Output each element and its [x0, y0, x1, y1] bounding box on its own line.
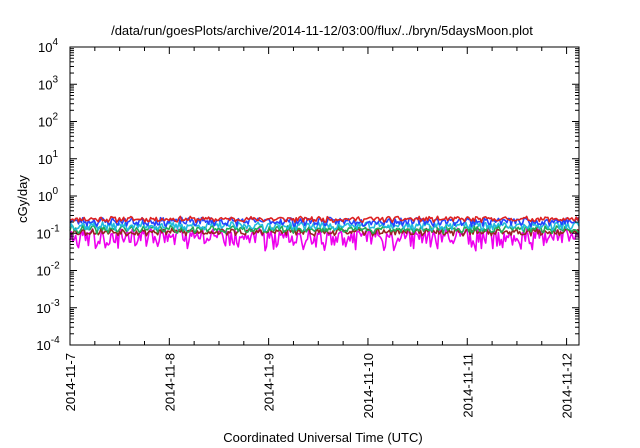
x-tick-label: 2014-11-9 [262, 353, 277, 411]
y-tick-label: 10-1 [36, 223, 60, 241]
series-line [69, 216, 580, 228]
y-tick-label: 101 [38, 149, 58, 167]
x-tick-label: 2014-11-7 [63, 353, 78, 411]
plot-frame [69, 46, 580, 346]
series-line [69, 215, 580, 224]
y-tick-label: 102 [38, 112, 58, 130]
series-layer [69, 215, 580, 252]
series-line [69, 221, 580, 232]
x-tick-label: 2014-11-12 [560, 353, 575, 419]
y-tick-label: 10-3 [36, 298, 60, 316]
y-tick-label: 10-4 [36, 335, 60, 353]
axes-layer: 10-4 10-3 10-2 10-1 100 101 102 103 104 2014-11-7… [36, 37, 580, 419]
y-tick-label: 103 [38, 74, 58, 92]
x-tick-label: 2014-11-8 [162, 353, 177, 411]
y-tick-label: 104 [38, 37, 58, 55]
y-tick-label: 10-2 [36, 261, 60, 279]
x-tick-label: 2014-11-10 [361, 353, 376, 419]
y-axis-label: cGy/day [15, 175, 30, 223]
x-tick-label: 2014-11-11 [460, 353, 475, 418]
chart-title: /data/run/goesPlots/archive/2014-11-12/0… [111, 23, 533, 38]
y-tick-label: 100 [38, 186, 58, 204]
series-line [69, 227, 580, 237]
x-axis-label: Coordinated Universal Time (UTC) [223, 430, 422, 445]
